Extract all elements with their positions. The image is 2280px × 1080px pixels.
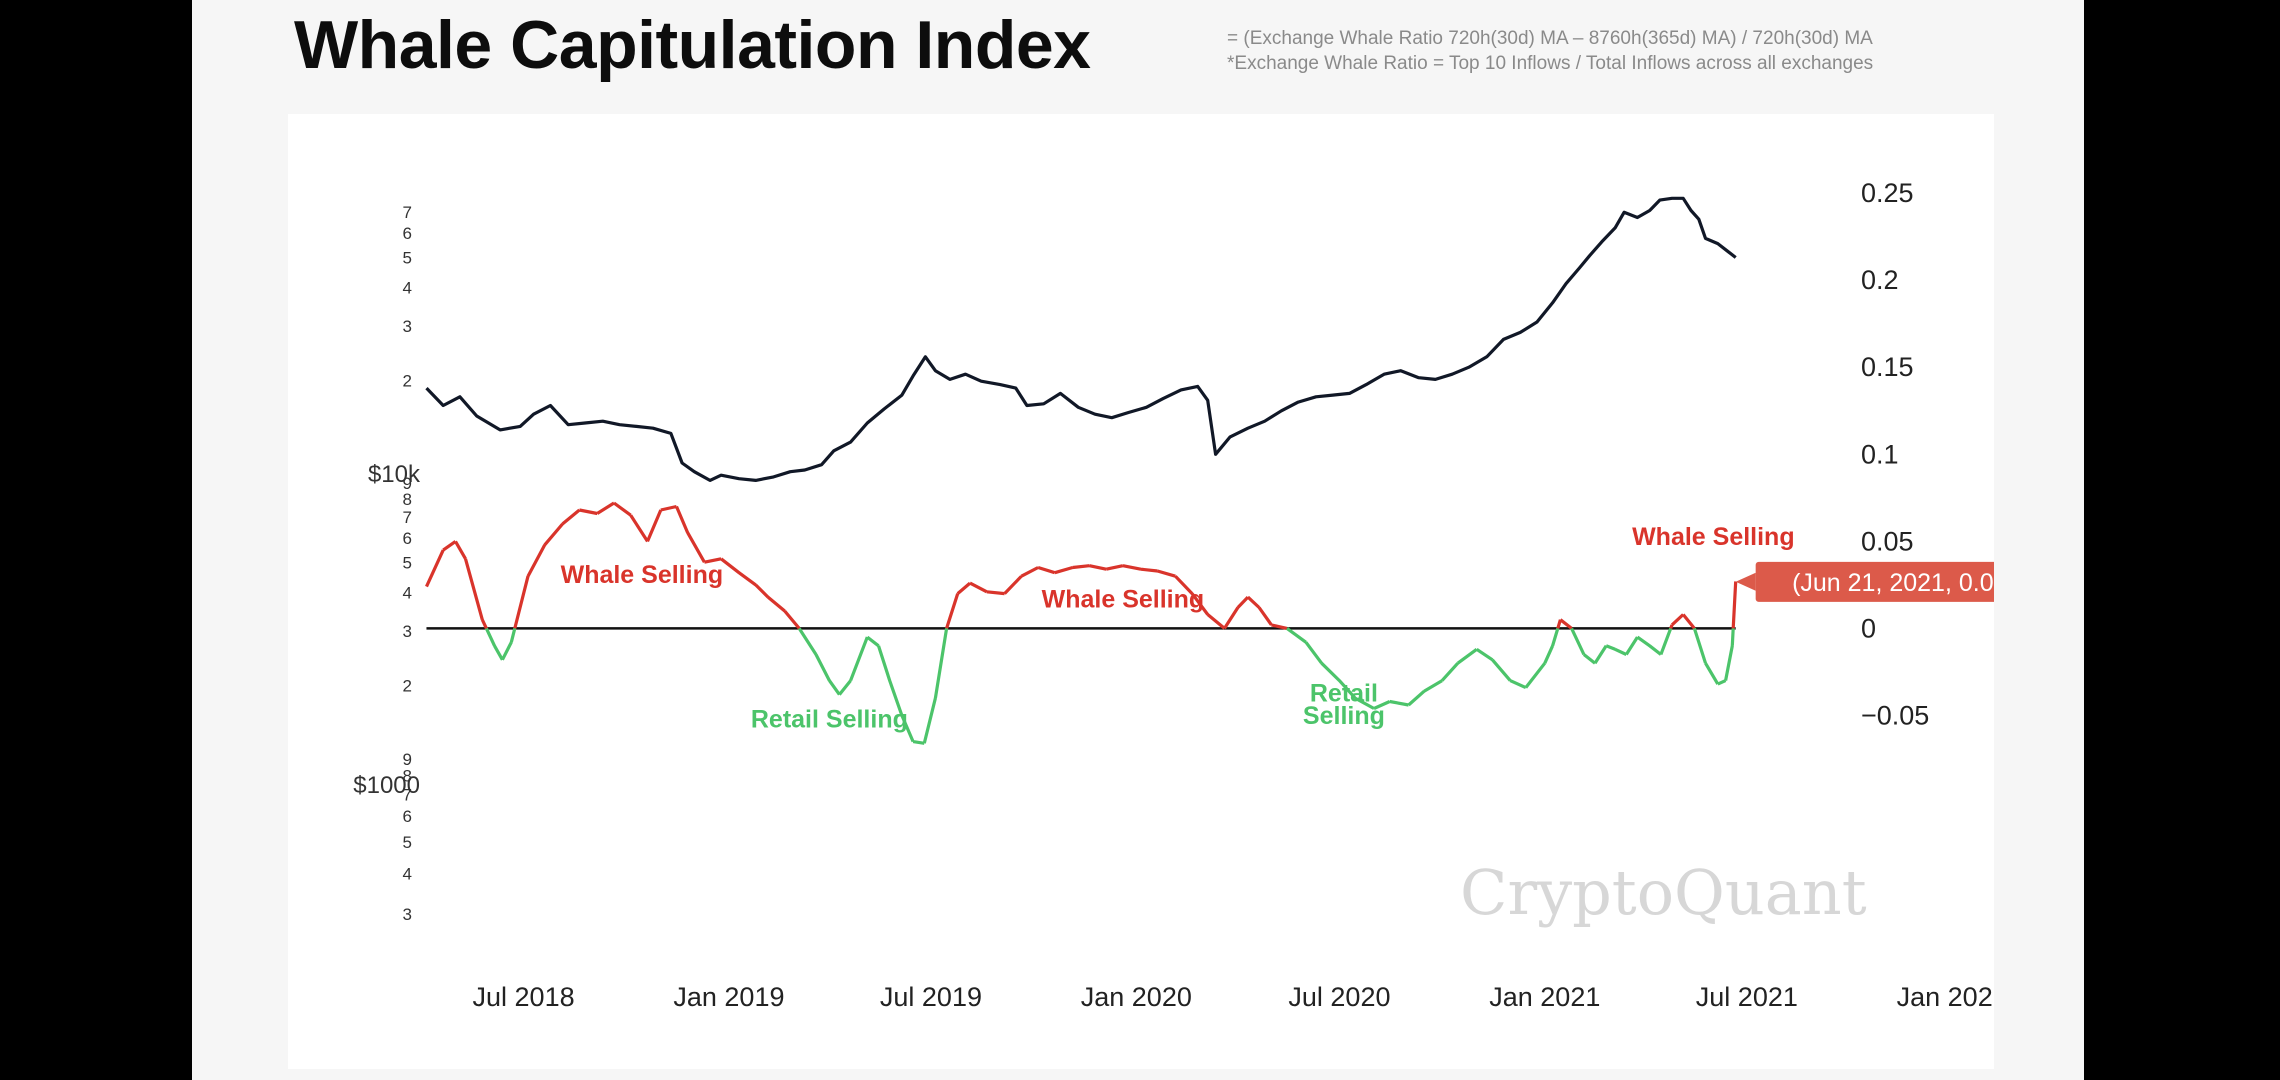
formula-line-2: *Exchange Whale Ratio = Top 10 Inflows /… (1227, 53, 1874, 74)
y-left-major-tick-1: $1000 (353, 772, 420, 799)
x-tick-0: Jul 2018 (473, 982, 575, 1012)
y-left-minor-tick-1: 6 (403, 224, 412, 243)
btc-price-line (425, 196, 1737, 482)
y-left-minor-tick-3: 4 (403, 278, 412, 297)
y-left-minor-tick-10: 5 (403, 553, 412, 572)
y-left-minor-tick-13: 2 (403, 677, 412, 696)
y-right-tick-4: 0.05 (1861, 526, 1914, 556)
y-left-minor-tick-11: 4 (403, 583, 412, 602)
x-tick-7: Jan 2022 (1897, 982, 1994, 1012)
x-tick-4: Jul 2020 (1288, 982, 1390, 1012)
slide: Whale Capitulation Index = (Exchange Wha… (192, 0, 2084, 1080)
chart-svg: CryptoQuant765432987654329876543$10k$100… (353, 178, 1994, 1012)
y-left-minor-tick-4: 3 (403, 317, 412, 336)
x-tick-2: Jul 2019 (880, 982, 982, 1012)
y-right-tick-0: 0.25 (1861, 178, 1914, 208)
tooltip-pointer (1735, 572, 1756, 591)
watermark-text: CryptoQuant (1460, 856, 1867, 929)
tooltip-box (1755, 561, 1994, 602)
x-tick-5: Jan 2021 (1489, 982, 1600, 1012)
y-left-minor-tick-16: 7 (403, 785, 412, 804)
chart-panel: CryptoQuant 7 6 5 4 3 2 9 8 7 6 5 4 3 2 9 8 7 6 5 4 3 $10k $100… (288, 114, 1994, 1069)
annotation-2: Whale Selling (1632, 523, 1795, 551)
x-tick-6: Jul 2021 (1696, 982, 1798, 1012)
y-left-minor-tick-0: 7 (403, 203, 412, 222)
annotation-0: Whale Selling (561, 561, 724, 589)
y-right-tick-3: 0.1 (1861, 439, 1899, 469)
y-left-minor-tick-7: 8 (403, 490, 412, 509)
x-tick-1: Jan 2019 (673, 982, 784, 1012)
formula-note: = (Exchange Whale Ratio 720h(30d) MA – 8… (1227, 26, 1873, 76)
y-left-major-tick-0: $10k (368, 461, 421, 488)
y-right-tick-2: 0.15 (1861, 352, 1914, 382)
index-line-retail-selling (484, 627, 1735, 745)
annotation-5: Selling (1303, 702, 1385, 730)
annotation-1: Whale Selling (1042, 586, 1205, 614)
y-left-minor-tick-2: 5 (403, 248, 412, 267)
annotation-4: Retail (1310, 680, 1378, 708)
y-left-minor-tick-20: 3 (403, 905, 412, 924)
y-left-minor-tick-15: 8 (403, 767, 412, 786)
y-left-minor-tick-5: 2 (403, 372, 412, 391)
x-tick-3: Jan 2020 (1081, 982, 1192, 1012)
y-left-minor-tick-8: 7 (403, 508, 412, 527)
annotation-3: Retail Selling (751, 706, 908, 734)
y-right-tick-5: 0 (1861, 613, 1876, 643)
y-left-minor-tick-14: 9 (403, 750, 412, 769)
y-left-minor-tick-17: 6 (403, 807, 412, 826)
y-left-minor-tick-9: 6 (403, 529, 412, 548)
y-left-minor-tick-19: 4 (403, 864, 412, 883)
y-left-minor-tick-6: 9 (403, 474, 412, 493)
y-right-tick-6: −0.05 (1861, 700, 1929, 730)
y-left-minor-tick-18: 5 (403, 833, 412, 852)
page-title: Whale Capitulation Index (294, 7, 1091, 83)
y-left-minor-tick-12: 3 (403, 622, 412, 641)
tooltip-text: (Jun 21, 2021, 0.02675292) (1792, 569, 1994, 597)
y-right-tick-1: 0.2 (1861, 265, 1899, 295)
formula-line-1: = (Exchange Whale Ratio 720h(30d) MA – 8… (1227, 28, 1873, 49)
